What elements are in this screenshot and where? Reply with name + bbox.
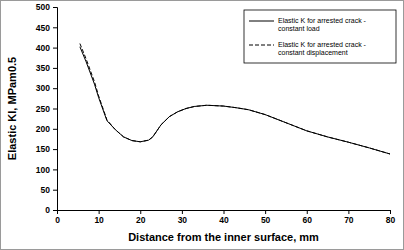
tick-mark: [53, 48, 57, 49]
tick-mark: [265, 210, 266, 214]
plot: 0 10 20 30 40 50 60 70 80 0 50 100 150 200 250 300 350 40…: [36, 2, 396, 225]
tick: 0: [55, 210, 60, 225]
tick-label: 0: [45, 205, 50, 215]
tick: 250: [36, 104, 57, 114]
tick-label: 70: [344, 215, 354, 225]
legend-label: Elastic K for arrested crack -constant l…: [278, 17, 367, 32]
legend-label-line: Elastic K for arrested crack -: [278, 17, 367, 24]
tick-label: 350: [36, 63, 50, 73]
tick-mark: [140, 210, 141, 214]
tick-mark: [53, 149, 57, 150]
tick-mark: [53, 27, 57, 28]
tick-label: 450: [36, 23, 50, 33]
tick: 50: [41, 185, 57, 195]
legend: Elastic K for arrested crack -constant l…: [244, 10, 396, 63]
tick-mark: [390, 210, 391, 214]
tick-mark: [53, 7, 57, 8]
tick-mark: [53, 190, 57, 191]
tick-label: 250: [36, 104, 50, 114]
tick-label: 10: [94, 215, 104, 225]
tick-mark: [53, 169, 57, 170]
tick-label: 40: [219, 215, 229, 225]
tick-mark: [224, 210, 225, 214]
tick-label: 20: [136, 215, 146, 225]
tick: 20: [136, 210, 146, 225]
tick-label: 400: [36, 43, 50, 53]
legend-label-line: constant displacement: [278, 49, 348, 57]
x-axis: 0 10 20 30 40 50 60 70 80: [55, 210, 395, 225]
chart-border: [1, 1, 404, 250]
legend-swatch: [249, 21, 274, 22]
axis-line: [58, 211, 391, 215]
tick: 70: [344, 210, 354, 225]
tick-label: 100: [36, 165, 50, 175]
legend-label-line: constant load: [278, 25, 320, 32]
tick: 200: [36, 124, 57, 134]
tick-mark: [348, 210, 349, 214]
tick: 150: [36, 144, 57, 154]
y-axis: 0 50 100 150 200 250 300 350 400 450 500: [36, 2, 58, 215]
tick-mark: [53, 210, 57, 211]
tick: 50: [261, 210, 271, 225]
x-axis-title: Distance from the inner surface, mm: [128, 231, 319, 243]
tick-mark: [53, 129, 57, 130]
tick: 30: [178, 210, 188, 225]
tick-label: 200: [36, 124, 50, 134]
tick-mark: [182, 210, 183, 214]
tick-mark: [53, 68, 57, 69]
tick: 80: [386, 210, 396, 225]
tick-label: 80: [386, 215, 396, 225]
y-axis-title: Elastic KI, MPam0.5: [6, 57, 18, 160]
tick: 350: [36, 63, 57, 73]
tick: 0: [45, 205, 57, 215]
legend-label-line: Elastic K for arrested crack -: [278, 41, 367, 48]
tick: 400: [36, 43, 57, 53]
axis-line: [53, 8, 58, 211]
tick-label: 0: [55, 215, 60, 225]
tick-mark: [53, 109, 57, 110]
tick: 10: [94, 210, 104, 225]
tick: 450: [36, 23, 57, 33]
tick-label: 300: [36, 83, 50, 93]
tick: 500: [36, 2, 57, 12]
tick: 40: [219, 210, 229, 225]
legend-swatch: [249, 45, 274, 46]
tick-label: 150: [36, 144, 50, 154]
tick-label: 30: [178, 215, 188, 225]
tick: 100: [36, 165, 57, 175]
legend-label: Elastic K for arrested crack -constant d…: [278, 41, 367, 57]
tick-label: 50: [41, 185, 51, 195]
tick: 300: [36, 83, 57, 93]
tick-mark: [307, 210, 308, 214]
tick-label: 50: [261, 215, 271, 225]
chart: 0 10 20 30 40 50 60 70 80 0 50 100 150 200 250 300 350 40…: [0, 0, 404, 250]
tick: 60: [303, 210, 313, 225]
tick-mark: [99, 210, 100, 214]
tick-label: 60: [303, 215, 313, 225]
tick-mark: [53, 88, 57, 89]
legend-box: [244, 10, 396, 63]
tick-label: 500: [36, 2, 50, 12]
